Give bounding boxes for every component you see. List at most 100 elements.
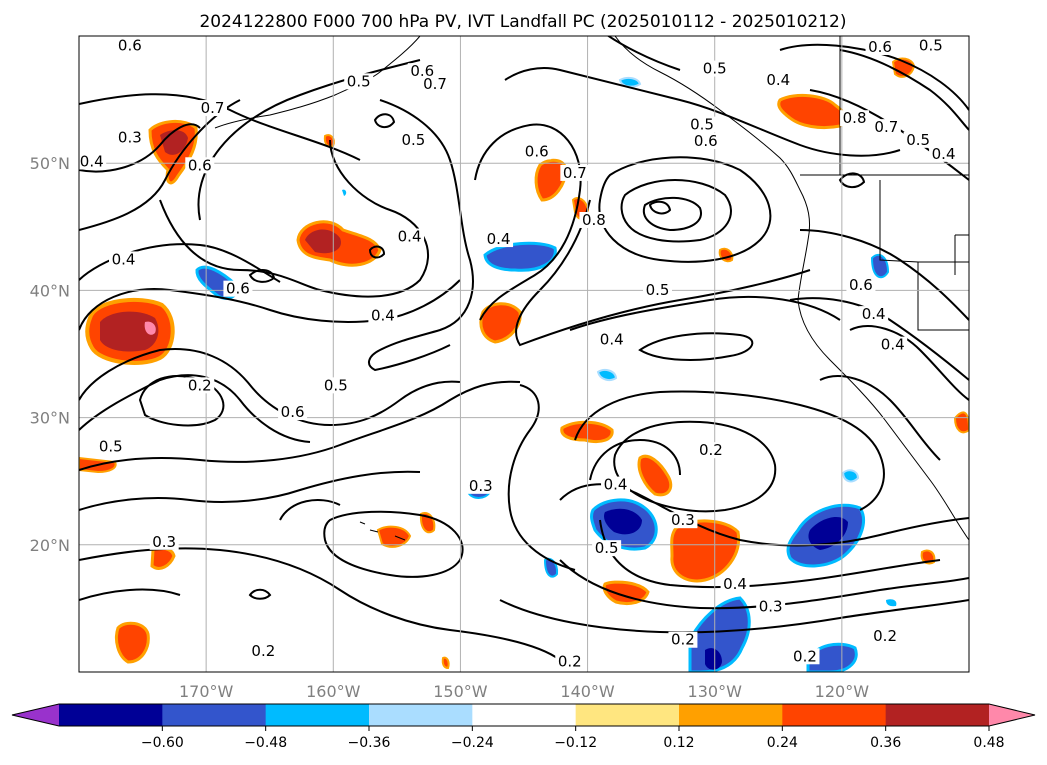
contour-label: 0.4 <box>398 228 422 246</box>
pv-contour-line <box>138 375 225 427</box>
colorbar-tick-label: 0.48 <box>973 735 1004 751</box>
contour-label: 0.4 <box>881 336 905 354</box>
contour-label: 0.3 <box>671 511 695 529</box>
contour-label-bg <box>96 438 126 455</box>
contour-label: 0.5 <box>646 281 670 299</box>
contour-label: 0.2 <box>699 441 723 459</box>
contour-label: 0.5 <box>690 116 714 134</box>
contour-label-bg <box>555 653 585 670</box>
colorbar-tick-label: 0.24 <box>767 735 798 751</box>
pv-contour-line <box>79 243 281 283</box>
coastline <box>359 521 406 541</box>
contour-label: 0.4 <box>487 230 511 248</box>
positive-anomaly-shading <box>79 57 969 670</box>
pv-contour-line <box>799 229 969 321</box>
contour-label-bg <box>79 153 107 170</box>
pv-anomaly-blob <box>808 516 848 550</box>
contour-label-bg <box>696 442 726 459</box>
contour-label-bg <box>840 110 870 127</box>
pv-contour-line <box>79 93 361 161</box>
contour-label: 0.5 <box>919 37 943 55</box>
contour-label: 0.6 <box>525 142 549 160</box>
contour-label-bg <box>916 37 946 54</box>
pv-anomaly-blob <box>886 599 897 607</box>
contour-label-bg <box>763 72 793 89</box>
contour-label-bg <box>185 377 215 394</box>
contour-label-bg <box>522 143 552 160</box>
contour-label-bg <box>756 598 786 615</box>
lat-tick-label: 30°N <box>30 409 70 428</box>
contour-label: 0.4 <box>862 305 886 323</box>
pv-contour-line <box>368 245 386 259</box>
pv-anomaly-shading <box>79 57 969 672</box>
contour-label: 0.4 <box>723 575 747 593</box>
pv-contour-line <box>279 499 341 521</box>
pv-anomaly-blob <box>342 189 347 196</box>
lon-tick-label: 130°W <box>688 682 743 701</box>
contour-label-bg <box>198 100 227 117</box>
map-frame <box>78 35 970 673</box>
pv-anomaly-blob <box>483 241 557 272</box>
contour-label: 0.8 <box>843 109 867 127</box>
map-gridlines <box>79 36 969 672</box>
colorbar-bin <box>472 704 577 726</box>
contour-label: 0.6 <box>226 280 250 298</box>
pv-contour-line <box>642 196 702 232</box>
pv-contour-line <box>819 375 941 461</box>
contour-label-bg <box>700 60 730 77</box>
contour-label: 0.5 <box>347 72 371 90</box>
pv-contour-line <box>504 67 901 157</box>
colorbar-tick-label: 0.36 <box>870 735 901 751</box>
colorbar-over-extension <box>989 704 1035 726</box>
contour-label-bg <box>865 38 895 55</box>
contour-label: 0.4 <box>112 250 136 268</box>
coastline <box>954 234 969 275</box>
contour-label: 0.7 <box>201 99 225 117</box>
colorbar-bin <box>59 704 163 726</box>
contour-label: 0.4 <box>766 71 790 89</box>
contour-label: 0.8 <box>582 211 606 229</box>
lat-tick-label: 20°N <box>30 536 70 555</box>
contour-label-bg <box>668 631 698 648</box>
pv-contour-line <box>569 295 841 331</box>
pv-contour-line <box>507 384 576 571</box>
pv-contour-line <box>248 588 272 600</box>
contour-label: 0.6 <box>188 156 212 174</box>
colorbar-tick-label: −0.60 <box>141 735 184 751</box>
colorbar-tick-label: −0.24 <box>451 735 494 751</box>
contour-label-bg <box>790 648 820 665</box>
pv-contour-line <box>638 332 754 361</box>
contour-label-bg <box>344 73 374 90</box>
pv-contour-line <box>620 179 732 243</box>
pv-contour-line <box>499 599 969 634</box>
lon-tick-label: 140°W <box>560 682 615 701</box>
contour-label-bg <box>466 477 496 494</box>
contour-label: 0.3 <box>152 533 176 551</box>
contour-label: 0.7 <box>874 118 898 136</box>
lon-tick-label: 120°W <box>815 682 870 701</box>
contour-label-bg <box>278 404 308 421</box>
colorbar-bin <box>782 704 887 726</box>
contour-label-bg <box>870 627 900 644</box>
pv-contour-line <box>79 348 461 427</box>
contour-label: 0.2 <box>873 627 897 645</box>
contour-label: 0.4 <box>371 306 395 324</box>
pv-anomaly-blob <box>705 648 722 670</box>
contour-label: 0.4 <box>80 152 104 170</box>
pv-contour-line <box>589 438 681 481</box>
colorbar-bin <box>162 704 267 726</box>
pv-contour-line <box>79 470 421 511</box>
contour-label: 0.6 <box>849 276 873 294</box>
pv-contour-line <box>197 59 421 221</box>
contour-label: 0.2 <box>558 652 582 670</box>
contour-labels: 0.6 0.6 0.5 0.7 0.5 0.6 0.5 0.4 0.7 0.3 0.4 0.6 0.5 0… <box>79 37 959 670</box>
colorbar-bin <box>369 704 473 726</box>
contour-label-bg <box>223 280 253 297</box>
lat-tick-label: 40°N <box>30 281 70 300</box>
pv-contour-line <box>789 297 969 381</box>
pv-contour-line <box>599 519 941 589</box>
contour-label: 0.4 <box>604 476 628 494</box>
pv-contour-line <box>839 49 969 131</box>
contour-label-bg <box>109 251 138 268</box>
